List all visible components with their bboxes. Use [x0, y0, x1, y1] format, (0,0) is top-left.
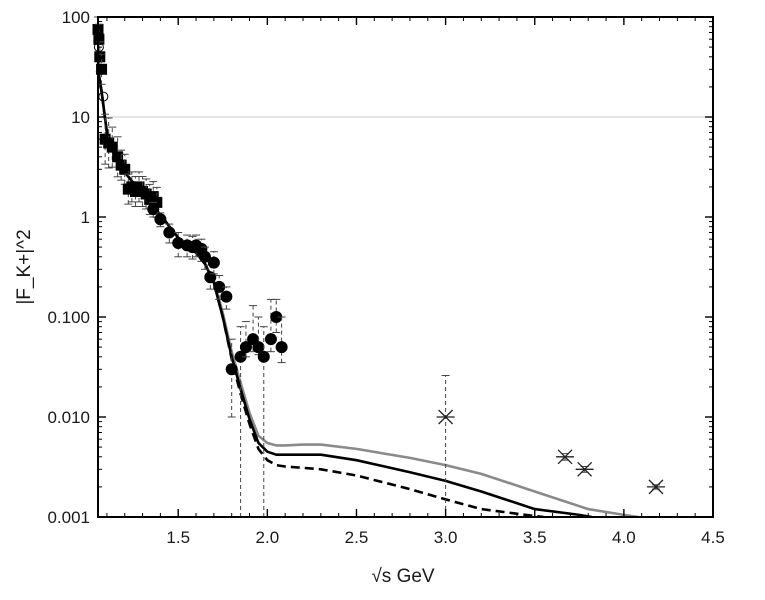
data-point-cross	[646, 479, 665, 495]
data-point-circle	[234, 350, 247, 363]
data-point-circle	[198, 250, 211, 263]
x-tick-label: 4.0	[612, 528, 636, 547]
x-tick-label: 2.5	[345, 528, 369, 547]
data-point-square	[147, 191, 159, 203]
data-point-square	[119, 163, 131, 175]
data-point-cross	[575, 461, 594, 477]
data-point-circle	[264, 333, 277, 346]
y-tick-label: 0.100	[47, 308, 90, 327]
data-point-circle	[275, 341, 288, 354]
data-point-circle	[147, 203, 160, 216]
data-point-circle	[252, 341, 265, 354]
data-point-square	[112, 151, 124, 163]
data-point-circle	[204, 271, 217, 284]
x-tick-label: 2.0	[256, 528, 280, 547]
data-point-circle	[207, 256, 220, 269]
y-tick-label: 1	[81, 208, 90, 227]
x-tick-label: 3.5	[523, 528, 547, 547]
data-point-circle	[270, 311, 283, 323]
data-point-circle	[257, 350, 270, 363]
x-tick-label: 4.5	[701, 528, 725, 547]
y-axis-title: |F_K+|^2	[14, 229, 35, 304]
data-point-circle	[163, 226, 176, 239]
y-tick-label: 100	[62, 8, 90, 27]
x-axis-title: √s GeV	[371, 566, 435, 587]
y-tick-label: 0.001	[47, 508, 90, 527]
data-point-circle	[239, 341, 252, 354]
data-point-circle	[213, 280, 226, 293]
y-tick-labels: 0.001 0.010 0.100 1 10 100	[47, 8, 90, 527]
data-point-cross	[556, 449, 575, 465]
x-tick-label: 3.0	[434, 528, 458, 547]
y-tick-label: 10	[71, 108, 90, 127]
x-tick-label: 1.5	[166, 528, 190, 547]
y-tick-label: 0.010	[47, 408, 90, 427]
data-point-circle	[225, 363, 238, 376]
data-point-square	[106, 141, 118, 153]
data-point-cross	[436, 409, 455, 425]
axis-ticks	[98, 16, 714, 518]
data-point-circle	[220, 290, 233, 303]
plot-frame	[97, 16, 714, 518]
curve-dashed-black	[98, 69, 544, 517]
x-tick-labels: 1.5 2.0 2.5 3.0 3.5 4.0 4.5	[166, 528, 724, 547]
data-point-circle	[154, 213, 167, 226]
